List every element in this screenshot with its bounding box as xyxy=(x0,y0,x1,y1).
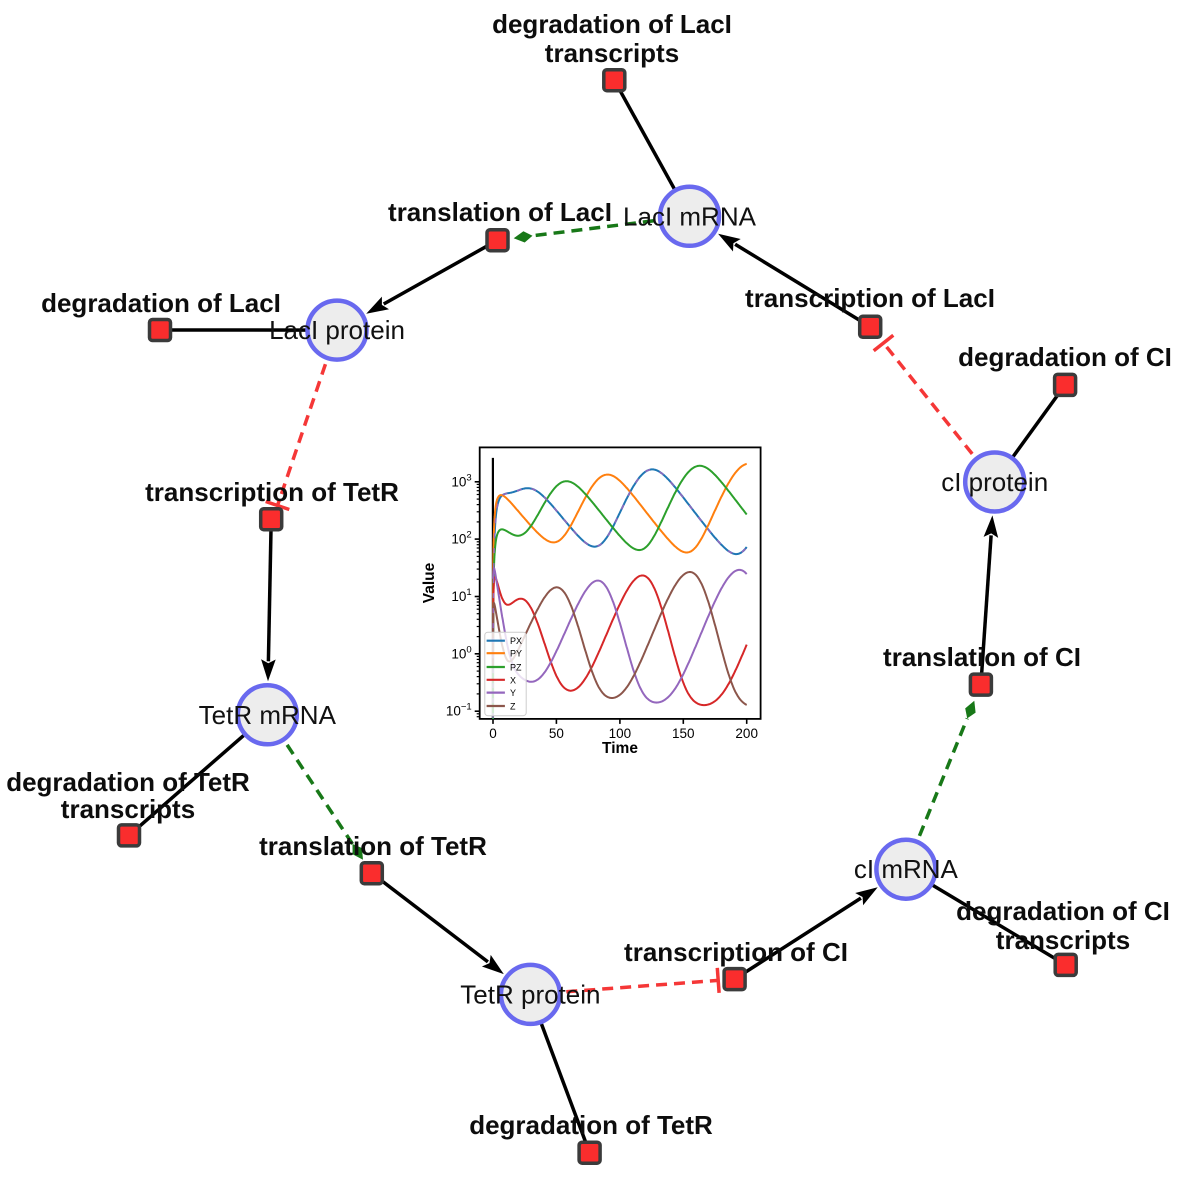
svg-text:degradation of CI: degradation of CI xyxy=(958,342,1172,372)
svg-text:LacI mRNA: LacI mRNA xyxy=(623,201,757,231)
svg-text:cI protein: cI protein xyxy=(941,467,1048,497)
svg-text:translation of CI: translation of CI xyxy=(883,642,1081,672)
svg-text:Time: Time xyxy=(602,740,638,757)
svg-text:degradation of TetR: degradation of TetR xyxy=(6,767,250,797)
svg-text:degradation of LacI: degradation of LacI xyxy=(41,288,281,318)
svg-text:degradation of LacI: degradation of LacI xyxy=(492,9,732,39)
svg-text:X: X xyxy=(510,675,516,685)
svg-text:transcripts: transcripts xyxy=(545,38,679,68)
svg-text:Value: Value xyxy=(421,562,438,603)
svg-text:cI mRNA: cI mRNA xyxy=(854,854,959,884)
svg-text:TetR protein: TetR protein xyxy=(460,979,600,1009)
svg-text:Y: Y xyxy=(510,688,516,698)
svg-text:PZ: PZ xyxy=(510,663,522,673)
svg-text:translation of TetR: translation of TetR xyxy=(259,831,487,861)
svg-text:degradation of CI: degradation of CI xyxy=(956,896,1170,926)
svg-text:transcripts: transcripts xyxy=(996,925,1130,955)
svg-text:50: 50 xyxy=(549,726,564,741)
svg-text:100: 100 xyxy=(609,726,632,741)
svg-text:transcription of LacI: transcription of LacI xyxy=(745,283,995,313)
svg-text:PY: PY xyxy=(510,649,522,659)
svg-text:Z: Z xyxy=(510,702,516,712)
svg-text:0: 0 xyxy=(489,726,497,741)
svg-text:transcription of CI: transcription of CI xyxy=(624,937,848,967)
svg-text:TetR mRNA: TetR mRNA xyxy=(199,700,337,730)
svg-text:LacI protein: LacI protein xyxy=(269,315,405,345)
svg-text:PX: PX xyxy=(510,636,522,646)
svg-text:translation of LacI: translation of LacI xyxy=(388,197,612,227)
svg-text:200: 200 xyxy=(735,726,758,741)
svg-text:transcripts: transcripts xyxy=(61,794,195,824)
svg-text:150: 150 xyxy=(672,726,695,741)
svg-text:transcription of TetR: transcription of TetR xyxy=(145,477,399,507)
svg-text:degradation of TetR: degradation of TetR xyxy=(469,1110,713,1140)
